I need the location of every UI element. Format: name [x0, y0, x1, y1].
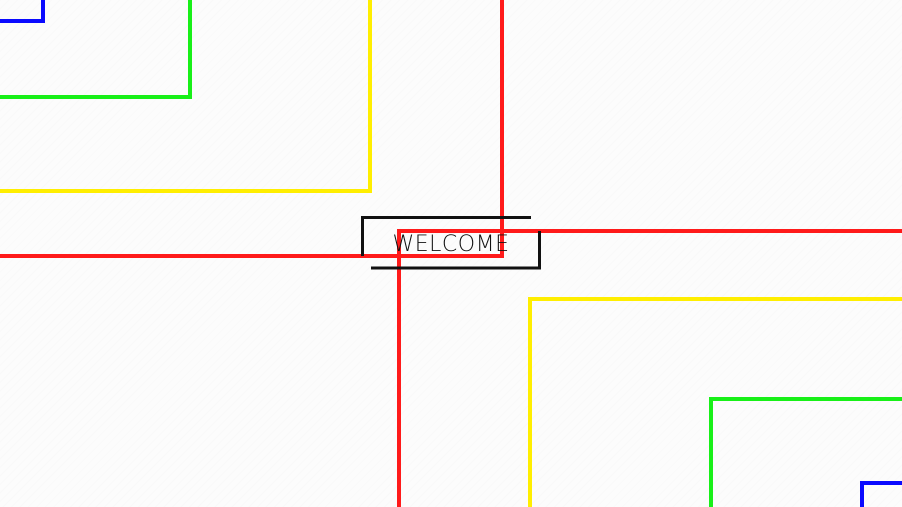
top-left-nested-squares	[0, 0, 372, 193]
red-line-lower	[397, 229, 902, 507]
welcome-frame	[361, 216, 541, 270]
bottom-right-blue-corner	[860, 481, 902, 507]
bottom-right-green-corner	[709, 397, 902, 507]
welcome-frame-top-left	[361, 216, 531, 256]
bottom-right-nested-squares	[528, 297, 902, 507]
welcome-label[interactable]: WELCOME	[392, 232, 510, 257]
bottom-right-yellow-corner	[528, 297, 902, 507]
top-left-yellow-corner	[0, 0, 372, 193]
welcome-button[interactable]: WELCOME	[361, 216, 541, 270]
top-left-blue-corner	[0, 0, 45, 23]
welcome-frame-bottom-right	[371, 231, 541, 270]
top-left-green-corner	[0, 0, 192, 99]
red-line-upper	[0, 0, 504, 258]
